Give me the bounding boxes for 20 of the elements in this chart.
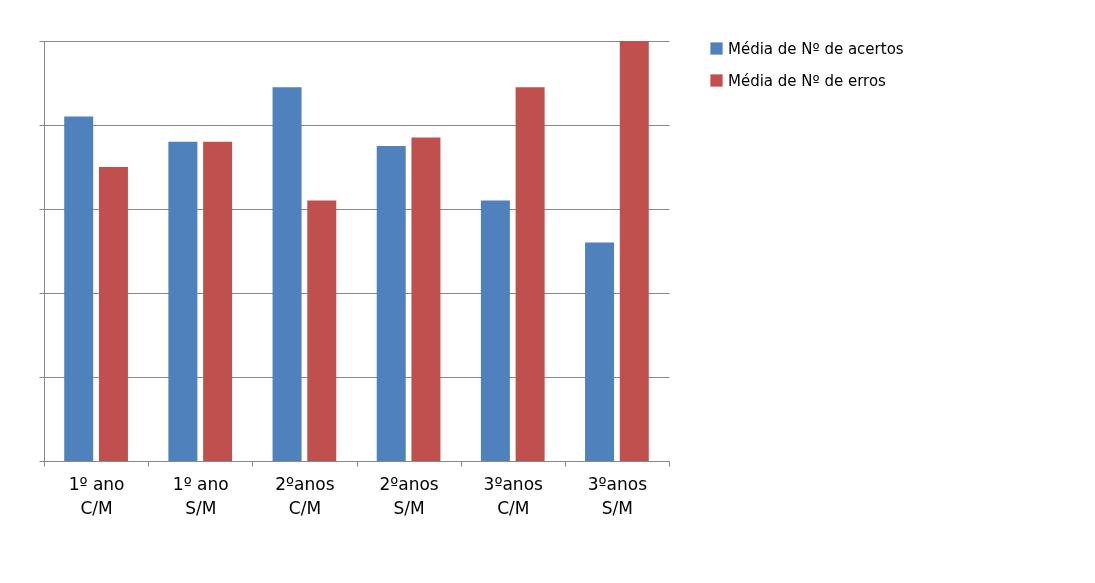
bar [64, 116, 94, 461]
bar [619, 41, 649, 461]
bar [98, 167, 128, 461]
x-tick-label: 2ºanos C/M [275, 473, 335, 518]
bar [272, 87, 302, 461]
x-tick-label: 3ºanos C/M [483, 473, 544, 518]
legend-label: Média de Nº de acertos [728, 39, 904, 58]
bar [585, 242, 615, 461]
x-tick-label: 1º ano C/M [68, 473, 125, 518]
bar [515, 87, 545, 461]
bar [307, 200, 337, 461]
bar [203, 141, 233, 461]
x-tick-label: 1º ano S/M [172, 473, 229, 518]
x-tick-label: 3ºanos S/M [587, 473, 648, 518]
bar [411, 137, 441, 461]
legend-label: Média de Nº de erros [728, 71, 887, 90]
bar [376, 146, 406, 461]
bar [168, 141, 198, 461]
bar [480, 200, 510, 461]
x-tick-label: 2ºanos S/M [379, 473, 439, 518]
